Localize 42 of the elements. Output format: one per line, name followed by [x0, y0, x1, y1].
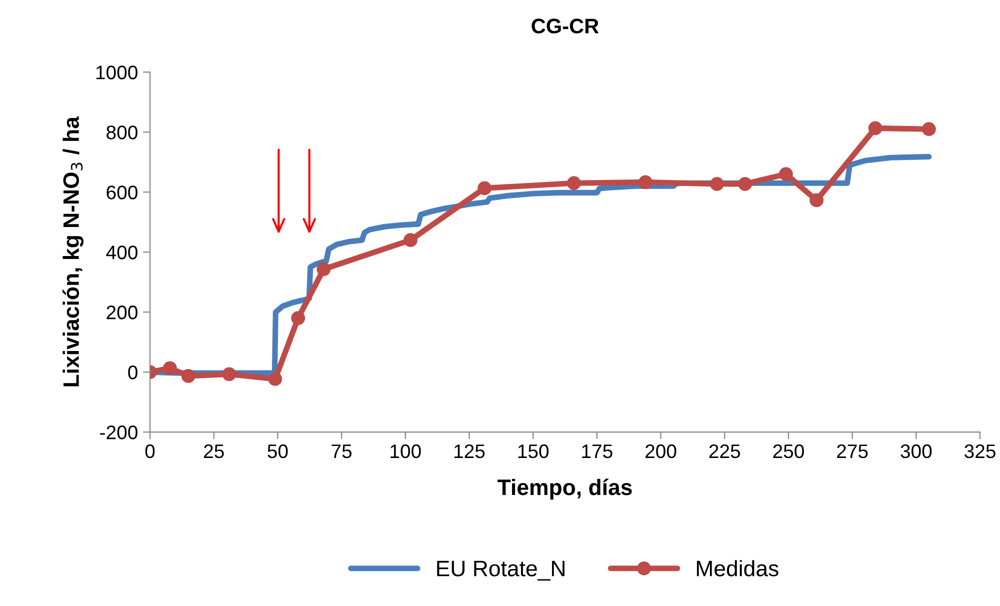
x-tick-label: 25: [204, 444, 224, 458]
y-tick-label: 400: [106, 246, 138, 260]
point: [738, 177, 752, 191]
point: [291, 311, 306, 326]
y-tick-label: 600: [106, 186, 138, 200]
point: [810, 193, 824, 208]
point: [316, 262, 331, 276]
y-tick-label: 0: [128, 366, 138, 380]
point: [868, 121, 882, 136]
legend-label: Medidas: [696, 560, 778, 576]
chart-title: CG-CR: [532, 18, 599, 34]
x-tick-label: 150: [518, 444, 549, 458]
point: [922, 122, 936, 136]
y-tick-label: 200: [106, 306, 138, 320]
y-axis-title: Lixiviación, kg N-NO$_{3}$ / ha: [62, 116, 84, 386]
x-tick-label: 225: [709, 444, 740, 458]
legend-label: EU Rotate_N: [437, 560, 564, 581]
x-tick-label: 0: [145, 444, 155, 458]
x-tick-label: 275: [837, 444, 868, 458]
point: [162, 361, 177, 376]
x-tick-label: 175: [582, 444, 612, 458]
y-tick-label: 1000: [96, 66, 138, 80]
y-tick-label: 800: [106, 126, 138, 140]
point: [222, 367, 236, 382]
y-tick-label: -200: [100, 426, 138, 440]
x-tick-label: 300: [900, 444, 932, 458]
point: [638, 175, 652, 190]
point: [181, 369, 196, 383]
point: [710, 177, 724, 191]
x-tick-label: 50: [268, 444, 288, 458]
point: [404, 233, 418, 248]
x-tick-label: 200: [646, 444, 676, 458]
x-tick-label: 250: [773, 444, 804, 458]
x-tick-label: 125: [454, 444, 485, 458]
point: [268, 372, 282, 386]
x-axis-title: Tiempo, días: [498, 478, 632, 500]
point: [566, 176, 581, 190]
x-tick-label: 100: [390, 444, 421, 458]
point: [778, 167, 793, 182]
x-tick-label: 75: [332, 444, 352, 458]
x-tick-label: 325: [964, 444, 996, 458]
point: [478, 181, 492, 196]
